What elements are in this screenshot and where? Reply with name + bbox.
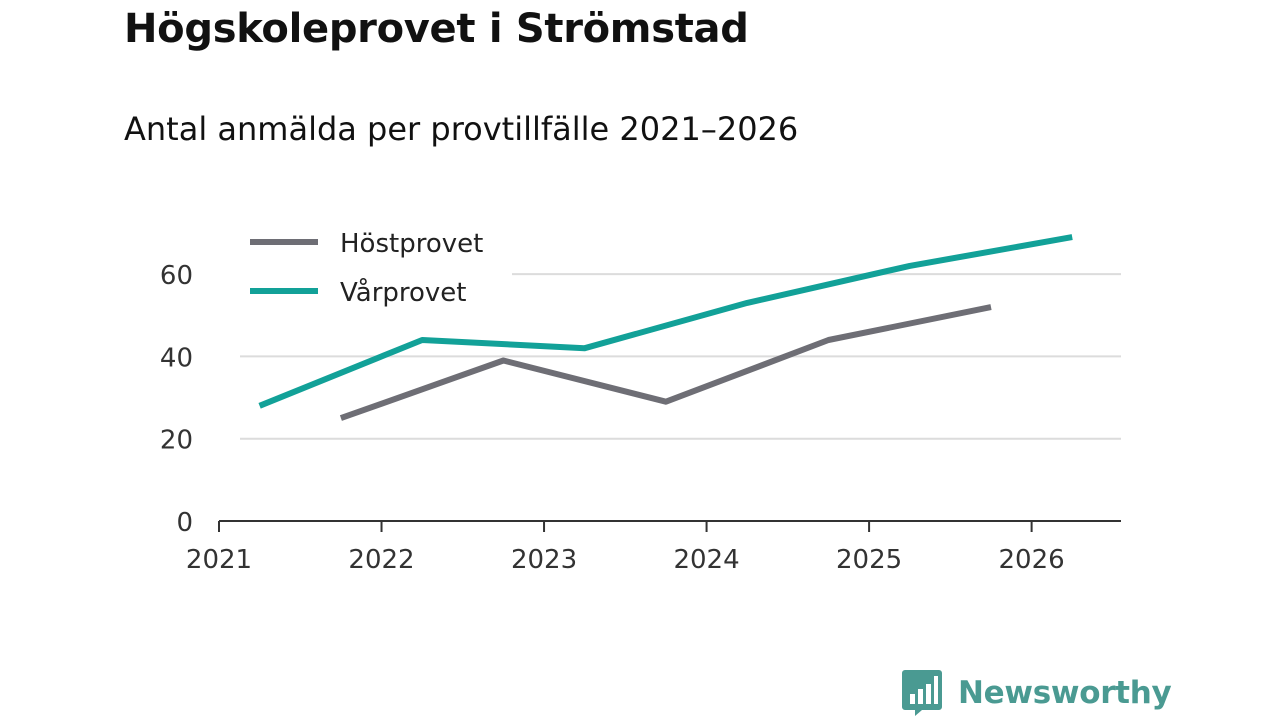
axes: 0 20 40 60 2021 2022 2023 2024 2025 2026 xyxy=(160,261,1121,575)
bar-chart-speech-bubble-icon xyxy=(902,670,942,716)
x-tick-label-2021: 2021 xyxy=(186,545,252,575)
y-tick-label-0: 0 xyxy=(176,508,193,538)
x-tick-label-2025: 2025 xyxy=(836,545,902,575)
brand-logo: Newsworthy xyxy=(902,670,1172,716)
legend-label-varprovet: Vårprovet xyxy=(340,277,467,308)
legend-label-hostprovet: Höstprovet xyxy=(340,229,483,259)
x-tick-label-2023: 2023 xyxy=(511,545,577,575)
legend-background xyxy=(238,222,512,318)
series-lines xyxy=(258,234,1073,421)
brand-name: Newsworthy xyxy=(958,675,1172,711)
x-tick-label-2022: 2022 xyxy=(348,545,414,575)
y-tick-label-60: 60 xyxy=(160,261,193,291)
legend: Höstprovet Vårprovet xyxy=(238,222,512,318)
x-tick-label-2024: 2024 xyxy=(673,545,739,575)
y-tick-label-20: 20 xyxy=(160,426,193,456)
series-line-varprovet xyxy=(258,234,1073,409)
chart-title: Högskoleprovet i Strömstad xyxy=(124,6,749,52)
chart-subtitle: Antal anmälda per provtillfälle 2021–202… xyxy=(124,110,799,148)
x-tick-label-2026: 2026 xyxy=(999,545,1065,575)
y-tick-label-40: 40 xyxy=(160,343,193,373)
